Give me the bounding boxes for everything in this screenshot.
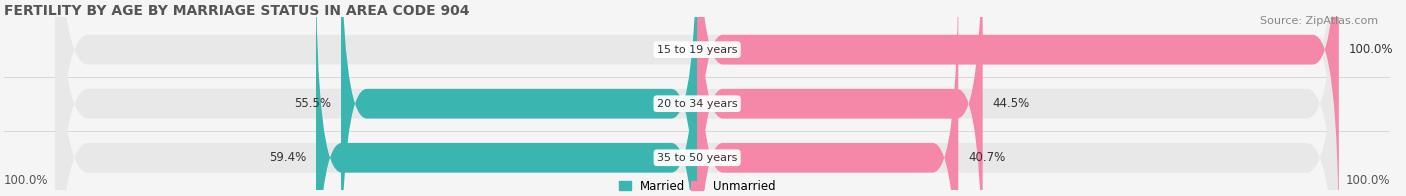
Text: 15 to 19 years: 15 to 19 years	[657, 45, 737, 55]
FancyBboxPatch shape	[316, 0, 697, 196]
Text: 20 to 34 years: 20 to 34 years	[657, 99, 738, 109]
Text: 35 to 50 years: 35 to 50 years	[657, 153, 737, 163]
FancyBboxPatch shape	[697, 0, 983, 196]
Text: 44.5%: 44.5%	[993, 97, 1029, 110]
Legend: Married, Unmarried: Married, Unmarried	[619, 180, 775, 193]
FancyBboxPatch shape	[697, 0, 959, 196]
FancyBboxPatch shape	[697, 0, 1339, 196]
Text: 55.5%: 55.5%	[294, 97, 332, 110]
Text: 40.7%: 40.7%	[967, 151, 1005, 164]
Text: FERTILITY BY AGE BY MARRIAGE STATUS IN AREA CODE 904: FERTILITY BY AGE BY MARRIAGE STATUS IN A…	[4, 4, 470, 18]
FancyBboxPatch shape	[342, 0, 697, 196]
FancyBboxPatch shape	[55, 0, 1339, 196]
Text: Source: ZipAtlas.com: Source: ZipAtlas.com	[1260, 16, 1378, 26]
Text: 100.0%: 100.0%	[1348, 43, 1393, 56]
FancyBboxPatch shape	[55, 0, 1339, 196]
Text: 100.0%: 100.0%	[4, 174, 49, 188]
Text: 59.4%: 59.4%	[269, 151, 307, 164]
FancyBboxPatch shape	[55, 0, 1339, 196]
Text: 100.0%: 100.0%	[1346, 174, 1391, 188]
